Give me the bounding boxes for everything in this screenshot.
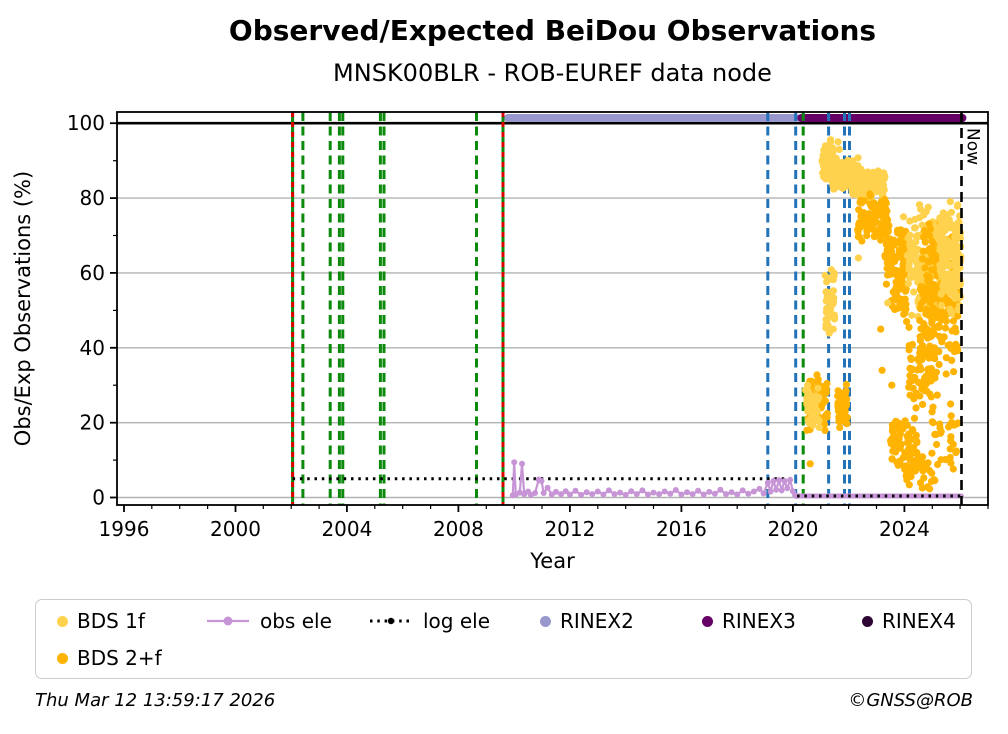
svg-text:1996: 1996 [99,517,150,541]
legend-label-rinex2: RINEX2 [560,609,634,633]
page-title: Observed/Expected BeiDou Observations [228,14,877,47]
legend-item-rinex2: RINEX2 [540,608,634,634]
plot-border [116,111,989,506]
y-gridlines [117,197,988,499]
legend-item-obs-ele: obs ele [205,608,332,634]
chart-subtitle: MNSK00BLR - ROB-EUREF data node [333,59,772,87]
rinex2-legend-marker [540,615,551,627]
svg-text:2020: 2020 [767,517,818,541]
legend-label-rinex3: RINEX3 [722,609,796,633]
legend-label-bds-1f: BDS 1f [77,609,145,633]
x-axis-label: Year [529,549,575,573]
legend-item-rinex4: RINEX4 [862,608,956,634]
svg-text:2024: 2024 [879,517,930,541]
obs-ele-legend-marker [207,616,249,626]
y-tick-labels: 0 20 40 60 80 100 [67,111,105,509]
svg-text:60: 60 [80,261,105,285]
svg-text:2008: 2008 [433,517,484,541]
rinex4-legend-marker [862,615,873,627]
event-lines [291,112,851,505]
svg-text:2016: 2016 [656,517,707,541]
legend-item-log-ele: log ele [368,608,490,634]
svg-text:2004: 2004 [321,517,372,541]
legend-label-rinex4: RINEX4 [882,609,956,633]
now-label: Now [963,128,983,165]
log-ele-legend-marker [370,617,412,625]
footer-credit: ©GNSS@ROB [848,690,973,711]
svg-text:40: 40 [80,336,105,360]
bds-1f-legend-marker [57,615,68,627]
legend-label-bds-2-f: BDS 2+f [77,646,162,670]
svg-text:2012: 2012 [544,517,595,541]
x-axis-ticks [123,505,989,512]
svg-text:0: 0 [92,486,105,510]
legend-item-bds-1f: BDS 1f [57,608,145,634]
x-tick-labels: 1996 2000 2004 2008 2012 2016 2020 2024 [99,517,930,541]
bds-2-f-legend-marker [57,652,68,664]
legend-item-bds-2-f: BDS 2+f [57,645,162,671]
svg-text:100: 100 [67,111,105,135]
obs-ele-line [509,459,964,499]
legend-item-rinex3: RINEX3 [702,608,796,634]
legend-label-log-ele: log ele [423,609,491,633]
y-axis-label: Obs/Exp Observations (%) [11,171,35,446]
rinex3-legend-marker [702,615,713,627]
legend-label-obs-ele: obs ele [260,609,332,633]
svg-text:2000: 2000 [210,517,261,541]
footer-timestamp: Thu Mar 12 13:59:17 2026 [35,690,276,711]
plot-area: Now 1996 2000 2004 2008 2012 2016 2020 2024 0 20 40… [11,111,989,573]
bds-scatter [802,136,965,493]
svg-text:80: 80 [80,186,105,210]
legend-box: BDS 1f obs ele log ele RINEX2 RINEX3 RINEX4 BD… [35,599,972,679]
svg-text:20: 20 [80,411,105,435]
y-axis-ticks [110,122,117,499]
